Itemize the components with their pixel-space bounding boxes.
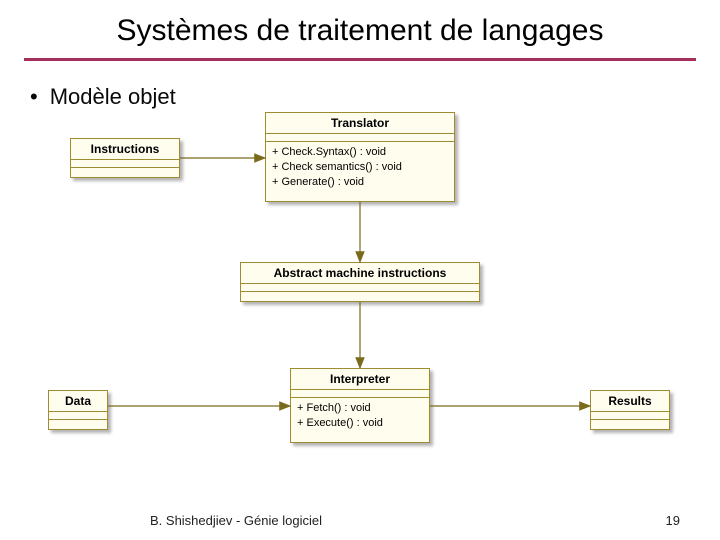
uml-op: + Check semantics() : void <box>272 160 448 175</box>
bullet-model: Modèle objet <box>30 84 176 110</box>
uml-op: + Check.Syntax() : void <box>272 145 448 160</box>
uml-class-attrs <box>49 412 107 420</box>
page-title: Systèmes de traitement de langages <box>0 14 720 48</box>
footer-page-number: 19 <box>666 513 680 528</box>
uml-class-attrs <box>266 134 454 142</box>
uml-class-results: Results <box>590 390 670 430</box>
uml-class-ops <box>71 168 179 176</box>
uml-class-title: Instructions <box>71 139 179 160</box>
uml-class-ops <box>49 420 107 428</box>
uml-class-title: Data <box>49 391 107 412</box>
uml-diagram: Instructions Translator + Check.Syntax()… <box>40 110 680 480</box>
uml-class-ops: + Check.Syntax() : void + Check semantic… <box>266 142 454 193</box>
footer-author: B. Shishedjiev - Génie logiciel <box>150 513 322 528</box>
uml-class-ops <box>591 420 669 428</box>
uml-class-attrs <box>591 412 669 420</box>
uml-op: + Generate() : void <box>272 175 448 190</box>
uml-class-attrs <box>291 390 429 398</box>
uml-class-title: Abstract machine instructions <box>241 263 479 284</box>
uml-op: + Execute() : void <box>297 416 423 431</box>
uml-class-abstract-machine-instructions: Abstract machine instructions <box>240 262 480 302</box>
uml-class-data: Data <box>48 390 108 430</box>
uml-op: + Fetch() : void <box>297 401 423 416</box>
title-underline <box>24 58 696 61</box>
uml-class-title: Translator <box>266 113 454 134</box>
uml-class-ops <box>241 292 479 300</box>
uml-class-interpreter: Interpreter + Fetch() : void + Execute()… <box>290 368 430 443</box>
uml-class-ops: + Fetch() : void + Execute() : void <box>291 398 429 434</box>
uml-class-attrs <box>71 160 179 168</box>
uml-class-title: Interpreter <box>291 369 429 390</box>
uml-class-title: Results <box>591 391 669 412</box>
uml-class-translator: Translator + Check.Syntax() : void + Che… <box>265 112 455 202</box>
uml-class-instructions: Instructions <box>70 138 180 178</box>
uml-class-attrs <box>241 284 479 292</box>
